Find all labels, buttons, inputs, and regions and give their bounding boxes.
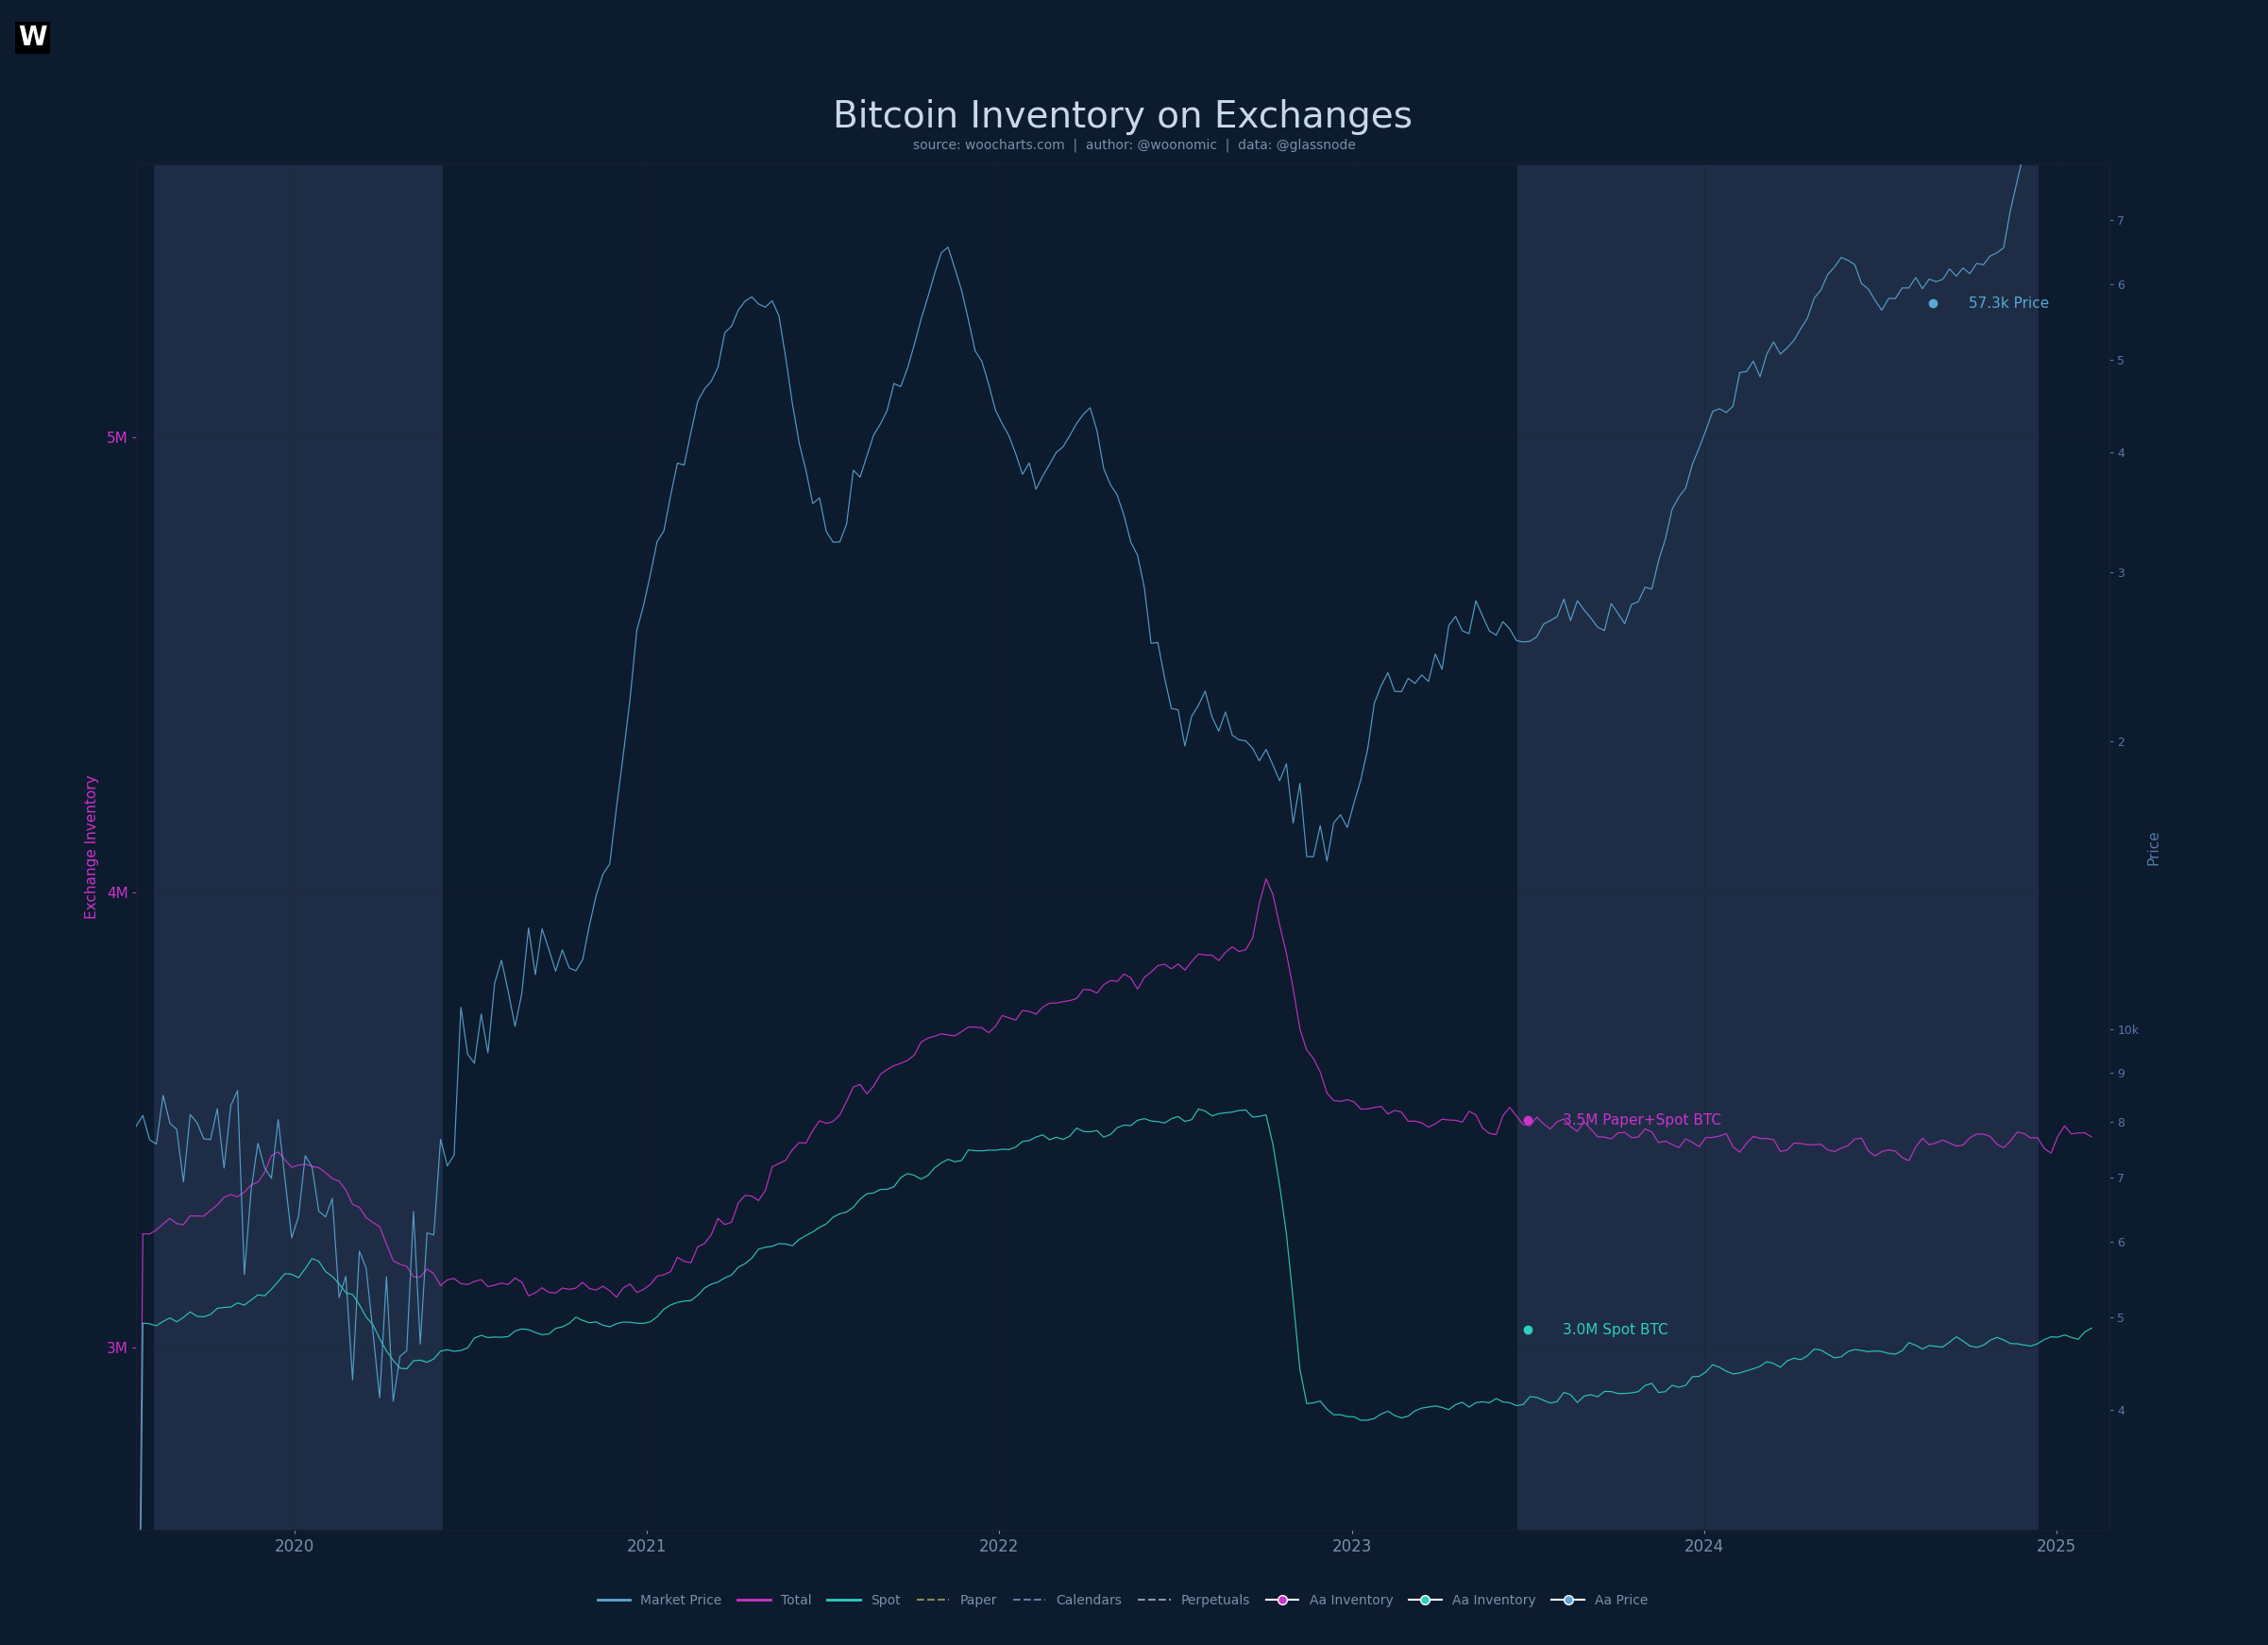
Legend: Market Price, Total, Spot, Paper, Calendars, Perpetuals, Aa Inventory, Aa Invent: Market Price, Total, Spot, Paper, Calend… [592,1589,1653,1612]
Bar [154,165,442,1530]
Title: Bitcoin Inventory on Exchanges: Bitcoin Inventory on Exchanges [832,99,1413,135]
Text: 3.5M Paper+Spot BTC: 3.5M Paper+Spot BTC [1563,1114,1721,1127]
Text: W: W [18,25,48,51]
Text: source: woocharts.com  |  author: @woonomic  |  data: @glassnode: source: woocharts.com | author: @woonomi… [912,138,1356,151]
Bar [1517,165,2039,1530]
Text: 57.3k Price: 57.3k Price [1969,296,2048,311]
Text: 3.0M Spot BTC: 3.0M Spot BTC [1563,1323,1669,1337]
Y-axis label: Exchange Inventory: Exchange Inventory [84,775,100,920]
Y-axis label: Price: Price [2148,829,2161,865]
